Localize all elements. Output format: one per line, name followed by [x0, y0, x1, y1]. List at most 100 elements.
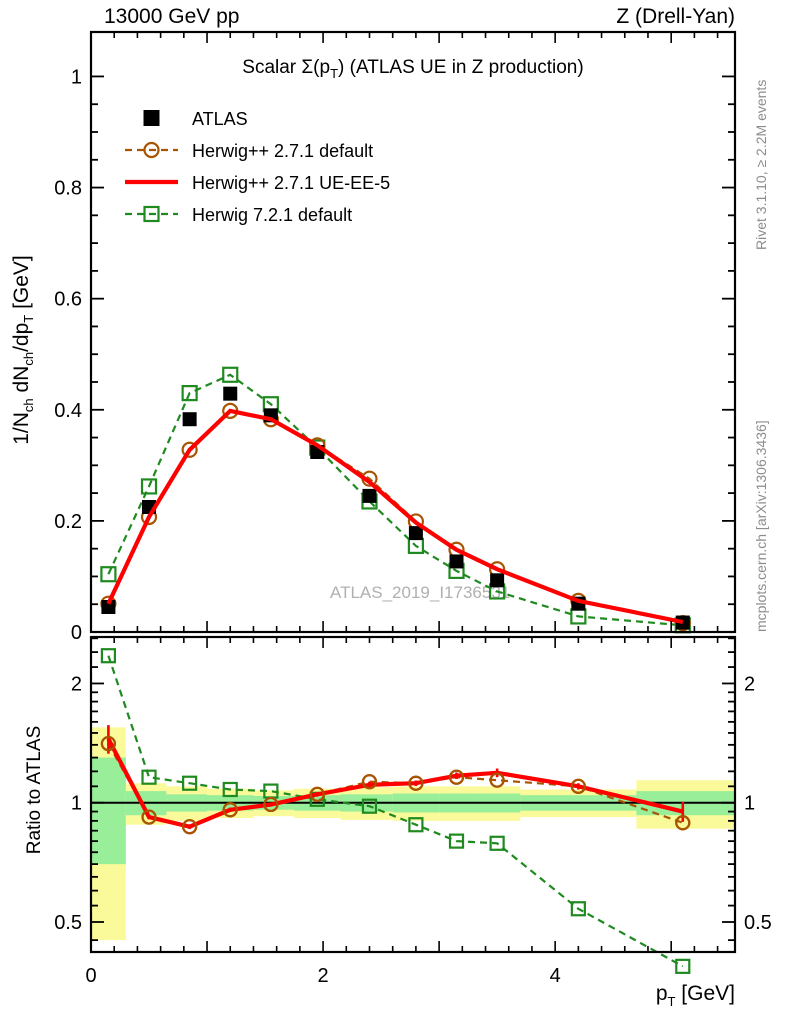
data-marker-open-square [140, 478, 158, 495]
data-marker-open-square [143, 205, 160, 223]
legend[interactable]: ATLAS Herwig++ 2.7.1 default Herwig++ 2.7.… [125, 109, 390, 225]
ratio-series-markers-overlay [100, 736, 691, 835]
y-tick-label-ratio-left: 0.5 [54, 912, 82, 934]
x-tick-label: 2 [318, 965, 329, 987]
data-marker-square [143, 110, 160, 126]
ylabel-sub-c: T [21, 315, 36, 323]
legend-label: Herwig 7.2.1 default [192, 205, 352, 225]
data-marker-open-square [408, 817, 424, 833]
title-pre: Scalar [242, 57, 301, 78]
data-marker-open-square [489, 835, 505, 851]
title-open: (p [313, 57, 330, 78]
ylabel-sub-b: ch [21, 352, 36, 366]
svg-text:1/Nch dNch/dpT [GeV]: 1/Nch dNch/dpT [GeV] [10, 255, 36, 445]
main-panel-series [100, 366, 691, 634]
title-close: ) (ATLAS UE in Z production) [338, 57, 584, 78]
data-marker-circle [570, 778, 586, 794]
data-marker-circle [141, 809, 157, 825]
data-marker-open-square [181, 385, 198, 402]
data-marker-circle [309, 786, 325, 802]
data-marker-open-square [448, 833, 465, 849]
legend-entry[interactable]: Herwig++ 2.7.1 default [125, 141, 373, 161]
y-tick-label-ratio-right: 0.5 [744, 912, 772, 934]
data-marker-circle [143, 141, 160, 159]
main-panel-frame [89, 30, 737, 634]
data-marker-square [408, 526, 423, 541]
series-line [107, 373, 683, 627]
rivet-version-label: Rivet 3.1.10, ≥ 2.2M events [753, 80, 769, 250]
y-tick-label-main: 0 [71, 622, 82, 644]
y-tick-label-main: 0.8 [54, 178, 82, 200]
data-marker-square [101, 600, 116, 614]
header-left-beam-energy: 13000 GeV pp [104, 5, 239, 28]
ratio-series [100, 648, 691, 974]
mcplots-source-label: mcplots.cern.ch [arXiv:1306.3436] [753, 420, 769, 632]
legend-label: Herwig++ 2.7.1 UE-EE-5 [192, 173, 390, 193]
data-marker-open-square [570, 901, 586, 917]
data-marker-open-square [100, 566, 117, 583]
x-axis-label: pT [GeV] [656, 982, 735, 1009]
data-marker-square [362, 488, 377, 503]
xlabel-main: p [656, 982, 668, 1005]
y-tick-label-main: 0.4 [54, 400, 82, 422]
axis-frames [89, 30, 737, 954]
legend-label: ATLAS [192, 109, 248, 129]
x-tick-label: 4 [550, 965, 561, 987]
main-series [106, 408, 684, 625]
legend-entry[interactable]: ATLAS [143, 109, 248, 129]
legend-entry[interactable]: Herwig++ 2.7.1 UE-EE-5 [125, 173, 390, 193]
ylabel-part-b: dN [10, 366, 33, 399]
data-marker-open-square [361, 798, 378, 814]
data-marker-circle [100, 736, 117, 752]
ratio-panel-series [100, 648, 691, 974]
data-marker-circle [263, 796, 279, 813]
y-tick-label-ratio-right: 2 [744, 673, 755, 695]
data-marker-circle [448, 769, 465, 785]
data-marker-circle [675, 815, 691, 831]
y-axis-label-main: 1/Nch dNch/dpT [GeV] [10, 255, 36, 445]
y-tick-label-ratio-left: 2 [71, 673, 82, 695]
y-tick-label-main: 0.2 [54, 511, 82, 533]
data-marker-open-square [100, 648, 117, 664]
xlabel-sub: T [668, 994, 676, 1009]
y-tick-label-ratio-right: 1 [744, 793, 755, 815]
title-sub: T [330, 66, 338, 81]
header-right-process: Z (Drell-Yan) [616, 5, 735, 28]
data-marker-circle [408, 775, 424, 791]
series-line [106, 408, 684, 625]
y-axis-label-ratio: Ratio to ATLAS [24, 726, 45, 855]
ylabel-sub-a: ch [21, 398, 36, 412]
xlabel-unit: [GeV] [675, 982, 735, 1005]
data-marker-circle [182, 819, 198, 835]
data-marker-square [449, 554, 464, 569]
axis-tick-labels: 0 2 4 0 0.2 0.4 0.6 0.8 1 0.5 0.5 1 1 2 2 [54, 66, 772, 987]
ylabel-part-a: 1/N [10, 412, 33, 445]
ylabel-part-c: /dp [10, 323, 33, 352]
x-tick-label: 0 [85, 965, 96, 987]
y-tick-label-main: 0.6 [54, 289, 82, 311]
data-marker-square [675, 615, 690, 630]
plot-title: Scalar Σ(pT) (ATLAS UE in Z production) [242, 57, 583, 81]
ylabel-part-d: [GeV] [10, 255, 33, 315]
data-marker-circle [181, 441, 198, 458]
watermark-analysis-id: ATLAS_2019_I1736531 [330, 583, 510, 602]
data-marker-open-square [675, 958, 691, 974]
data-marker-square [490, 573, 505, 588]
side-annotations: Rivet 3.1.10, ≥ 2.2M events mcplots.cern… [753, 80, 769, 632]
data-marker-open-square [182, 775, 198, 791]
ratio-panel-frame [89, 635, 737, 954]
data-marker-open-square [222, 366, 239, 383]
data-marker-square [182, 412, 197, 427]
data-marker-open-square [141, 769, 157, 785]
y-tick-label-main: 1 [71, 66, 82, 88]
data-marker-open-square [222, 781, 238, 798]
legend-label: Herwig++ 2.7.1 default [192, 141, 373, 161]
legend-entry[interactable]: Herwig 7.2.1 default [125, 205, 352, 225]
title-sigma: Σ [301, 57, 313, 78]
data-marker-circle [222, 802, 238, 818]
y-tick-label-ratio-left: 1 [71, 793, 82, 815]
data-marker-circle [489, 772, 505, 788]
